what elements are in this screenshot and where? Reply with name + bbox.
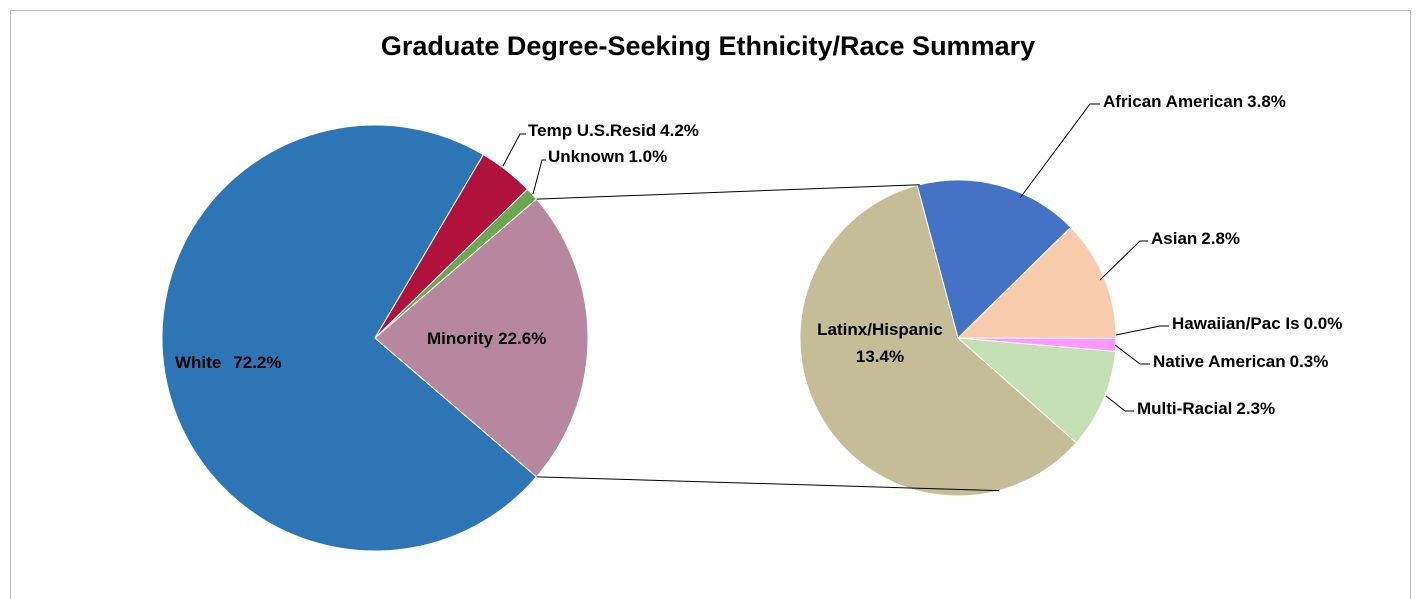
label-value: 0.0% bbox=[1304, 314, 1343, 333]
pie-slice bbox=[956, 337, 1116, 444]
leader-line bbox=[532, 159, 546, 195]
leader-line bbox=[1099, 240, 1148, 281]
data-label: Temp U.S.Resid 4.2% bbox=[528, 121, 699, 140]
label-name: African American bbox=[1103, 92, 1243, 111]
leader-line bbox=[1115, 325, 1169, 336]
leader-line bbox=[1019, 103, 1100, 199]
label-value: 3.8% bbox=[1247, 92, 1286, 111]
label-name: White bbox=[175, 353, 221, 372]
data-label: Unknown 1.0% bbox=[548, 147, 667, 166]
label-value: 22.6% bbox=[498, 329, 546, 348]
label-value: 2.8% bbox=[1201, 229, 1240, 248]
label-name: Latinx/Hispanic bbox=[817, 320, 943, 339]
label-value: 1.0% bbox=[629, 147, 668, 166]
label-value: 72.2% bbox=[233, 353, 281, 372]
connector-line bbox=[536, 476, 999, 492]
pie-slice bbox=[799, 184, 1077, 497]
label-value: 0.3% bbox=[1290, 352, 1329, 371]
data-label: Hawaiian/Pac Is 0.0% bbox=[1172, 314, 1342, 333]
data-label: Native American 0.3% bbox=[1153, 352, 1328, 371]
label-value: 4.2% bbox=[660, 121, 699, 140]
leader-line bbox=[1105, 395, 1134, 412]
label-name: Temp U.S.Resid bbox=[528, 121, 656, 140]
pie-slice bbox=[916, 179, 1072, 339]
leader-line bbox=[502, 133, 526, 167]
label-name: Multi-Racial bbox=[1137, 399, 1232, 418]
label-name: Native American bbox=[1153, 352, 1286, 371]
data-label: Latinx/Hispanic 13.4% bbox=[817, 320, 943, 366]
label-name: Minority bbox=[427, 329, 494, 348]
data-label: Minority 22.6% bbox=[427, 329, 546, 348]
chart-title: Graduate Degree-Seeking Ethnicity/Race S… bbox=[381, 31, 1035, 61]
data-label: Multi-Racial 2.3% bbox=[1137, 399, 1275, 418]
data-label: White 72.2% bbox=[175, 353, 281, 372]
label-name: Unknown bbox=[548, 147, 625, 166]
label-name: Hawaiian/Pac Is bbox=[1172, 314, 1300, 333]
data-label: African American 3.8% bbox=[1103, 92, 1286, 111]
leader-line bbox=[1114, 344, 1150, 365]
label-value: 2.3% bbox=[1236, 399, 1275, 418]
pie-slice bbox=[374, 198, 589, 478]
label-name: Asian bbox=[1151, 229, 1197, 248]
data-label: Asian 2.8% bbox=[1151, 229, 1240, 248]
connector-line bbox=[536, 184, 920, 200]
label-value: 13.4% bbox=[856, 347, 904, 366]
pie-slice bbox=[161, 124, 538, 552]
pie-slice bbox=[956, 226, 1117, 339]
